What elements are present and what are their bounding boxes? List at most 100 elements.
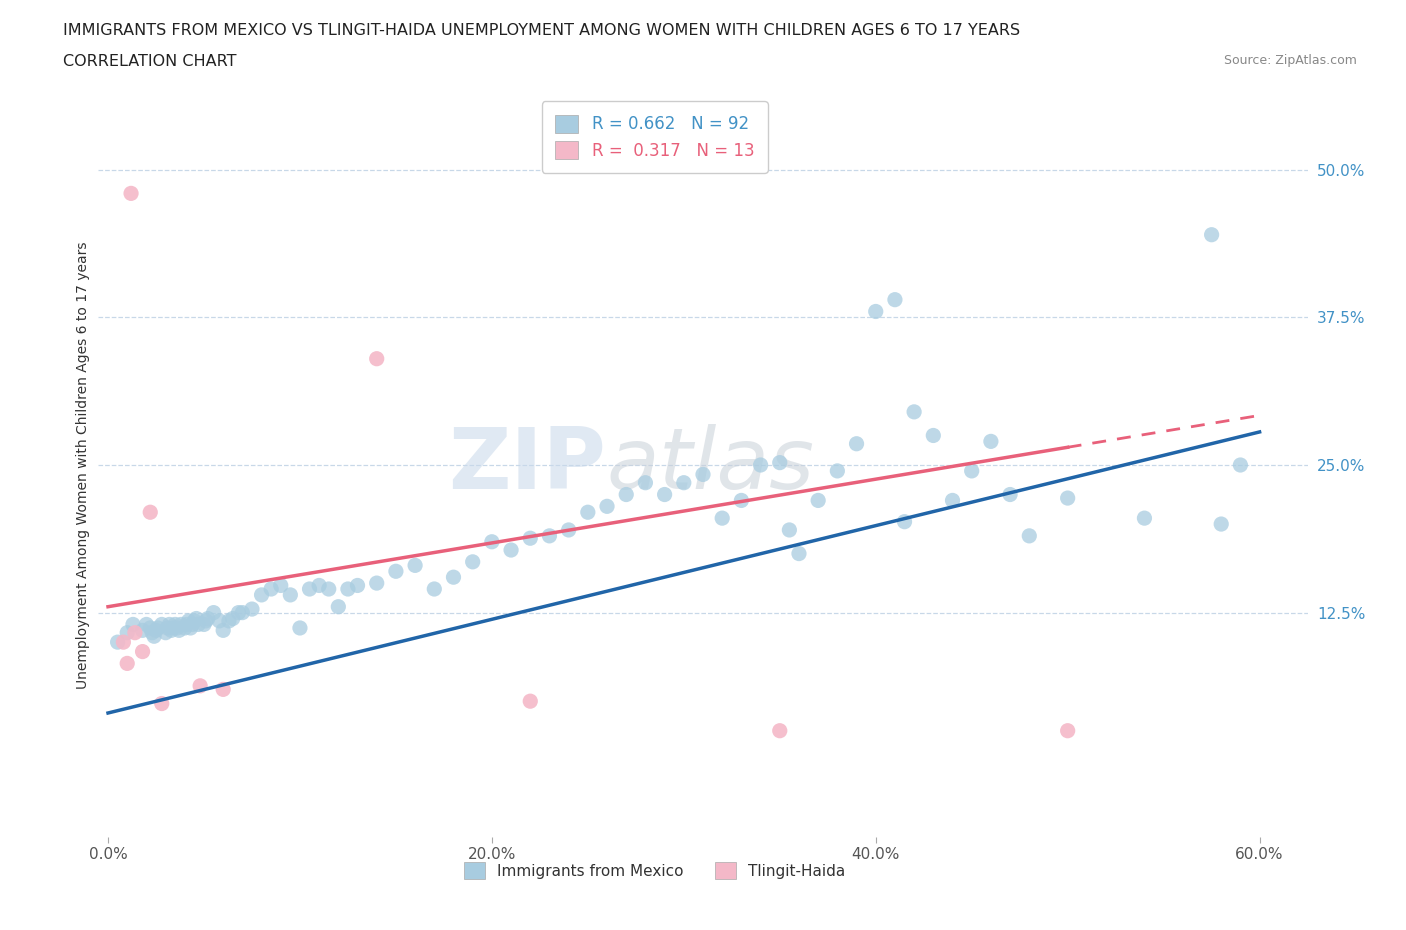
Point	[176, 617, 198, 631]
Point	[222, 611, 245, 626]
Point	[170, 617, 193, 631]
Point	[672, 475, 695, 490]
Point	[298, 581, 321, 596]
Point	[122, 617, 145, 631]
Point	[150, 617, 173, 631]
Point	[160, 623, 183, 638]
Point	[519, 694, 541, 709]
Point	[328, 599, 350, 614]
Point	[404, 558, 426, 573]
Point	[167, 623, 190, 638]
Point	[131, 623, 153, 638]
Point	[346, 578, 368, 593]
Point	[228, 605, 250, 620]
Point	[150, 697, 173, 711]
Point	[941, 493, 963, 508]
Point	[443, 570, 465, 585]
Point	[288, 620, 311, 635]
Point	[318, 581, 340, 596]
Point	[124, 625, 146, 640]
Point	[145, 623, 167, 638]
Point	[366, 352, 388, 366]
Point	[778, 523, 800, 538]
Point	[711, 511, 734, 525]
Point	[115, 656, 138, 671]
Point	[903, 405, 925, 419]
Point	[499, 542, 522, 557]
Point	[769, 455, 792, 470]
Point	[336, 581, 359, 596]
Point	[218, 614, 240, 629]
Point	[183, 614, 205, 629]
Point	[893, 514, 915, 529]
Point	[385, 564, 408, 578]
Legend: Immigrants from Mexico, Tlingit-Haida: Immigrants from Mexico, Tlingit-Haida	[458, 857, 852, 885]
Point	[166, 620, 188, 635]
Point	[922, 428, 945, 443]
Point	[250, 588, 273, 603]
Point	[197, 611, 219, 626]
Point	[749, 458, 772, 472]
Point	[998, 487, 1021, 502]
Point	[634, 475, 657, 490]
Point	[115, 625, 138, 640]
Point	[187, 617, 209, 631]
Point	[730, 493, 752, 508]
Point	[156, 620, 179, 635]
Point	[519, 531, 541, 546]
Point	[131, 644, 153, 659]
Point	[845, 436, 868, 451]
Point	[481, 535, 503, 550]
Point	[366, 576, 388, 591]
Point	[165, 617, 187, 631]
Point	[212, 682, 235, 697]
Point	[827, 463, 849, 478]
Point	[202, 605, 225, 620]
Text: IMMIGRANTS FROM MEXICO VS TLINGIT-HAIDA UNEMPLOYMENT AMONG WOMEN WITH CHILDREN A: IMMIGRANTS FROM MEXICO VS TLINGIT-HAIDA …	[63, 23, 1021, 38]
Point	[1211, 516, 1233, 531]
Point	[260, 581, 283, 596]
Point	[139, 505, 162, 520]
Point	[159, 617, 181, 631]
Point	[1018, 528, 1040, 543]
Point	[155, 625, 177, 640]
Point	[1056, 491, 1078, 506]
Point	[139, 620, 162, 635]
Point	[1229, 458, 1251, 472]
Point	[270, 578, 292, 593]
Point	[1133, 511, 1156, 525]
Point	[596, 498, 619, 513]
Point	[231, 605, 253, 620]
Point	[193, 617, 215, 631]
Point	[181, 617, 204, 631]
Point	[538, 528, 561, 543]
Point	[807, 493, 830, 508]
Text: Source: ZipAtlas.com: Source: ZipAtlas.com	[1223, 54, 1357, 67]
Point	[188, 678, 211, 693]
Point	[576, 505, 599, 520]
Point	[1056, 724, 1078, 738]
Point	[614, 487, 637, 502]
Point	[120, 186, 142, 201]
Point	[692, 467, 714, 482]
Point	[208, 614, 231, 629]
Point	[135, 617, 157, 631]
Point	[308, 578, 330, 593]
Point	[146, 620, 169, 635]
Point	[787, 546, 810, 561]
Point	[162, 620, 184, 635]
Point	[186, 611, 208, 626]
Point	[141, 625, 163, 640]
Point	[1201, 227, 1223, 242]
Point	[107, 634, 129, 649]
Point	[177, 614, 200, 629]
Text: atlas: atlas	[606, 423, 814, 507]
Point	[461, 554, 484, 569]
Y-axis label: Unemployment Among Women with Children Ages 6 to 17 years: Unemployment Among Women with Children A…	[76, 241, 90, 689]
Point	[980, 434, 1002, 449]
Point	[180, 620, 202, 635]
Text: CORRELATION CHART: CORRELATION CHART	[63, 54, 236, 69]
Point	[173, 620, 195, 635]
Point	[423, 581, 446, 596]
Point	[240, 602, 263, 617]
